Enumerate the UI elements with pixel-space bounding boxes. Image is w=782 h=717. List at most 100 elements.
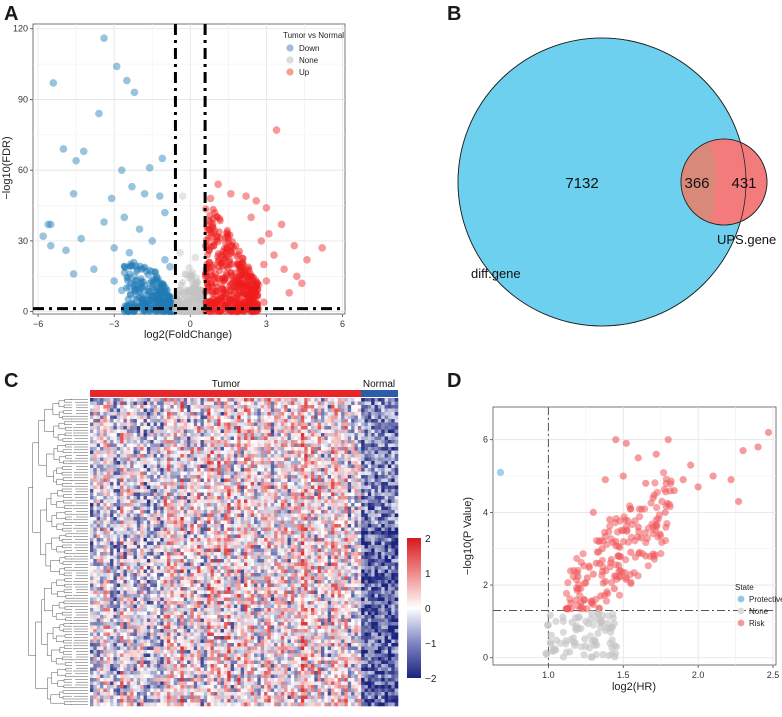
heatmap-cell	[136, 611, 141, 616]
heatmap-cell	[143, 576, 148, 581]
heatmap-cell	[217, 615, 221, 619]
heatmap-cell	[133, 692, 138, 696]
heatmap-cell	[116, 510, 121, 514]
heatmap-cell	[103, 639, 108, 644]
heatmap-cell	[160, 447, 164, 451]
heatmap-cell	[140, 419, 144, 423]
heatmap-cell	[163, 639, 168, 644]
heatmap-cell	[160, 678, 164, 682]
heatmap-cell	[190, 674, 195, 679]
heatmap-cell	[183, 625, 188, 630]
heatmap-cell	[187, 573, 191, 577]
heatmap-cell	[160, 436, 164, 441]
heatmap-cell	[113, 398, 118, 402]
heatmap-cell	[150, 664, 154, 668]
heatmap-cell	[133, 541, 138, 546]
heatmap-cell	[180, 433, 185, 437]
heatmap-cell	[153, 678, 158, 682]
heatmap-cell	[187, 461, 191, 465]
heatmap-cell	[180, 597, 185, 602]
heatmap-cell	[130, 457, 134, 462]
heatmap-cell	[146, 667, 151, 672]
heatmap-cell	[110, 562, 114, 567]
heatmap-cell	[140, 587, 144, 591]
heatmap-cell	[90, 527, 94, 532]
heatmap-cell	[197, 541, 201, 546]
heatmap-cell	[217, 583, 221, 588]
heatmap-cell	[110, 398, 114, 402]
heatmap-cell	[160, 450, 164, 455]
heatmap-cell	[156, 660, 161, 665]
heatmap-cell	[156, 412, 161, 416]
heatmap-cell	[150, 625, 154, 630]
heatmap-cell	[133, 615, 138, 619]
data-point-down	[112, 62, 121, 71]
heatmap-cell	[167, 429, 171, 434]
heatmap-cell	[96, 429, 101, 434]
heatmap-cell	[200, 447, 205, 451]
heatmap-cell	[183, 510, 188, 514]
heatmap-cell	[100, 678, 104, 682]
heatmap-cell	[106, 517, 111, 521]
heatmap-cell	[146, 524, 151, 528]
heatmap-cell	[156, 688, 161, 693]
heatmap-cell	[110, 454, 114, 458]
heatmap-cell	[103, 499, 108, 504]
heatmap-cell	[183, 688, 188, 693]
heatmap-cell	[113, 590, 118, 595]
heatmap-cell	[193, 587, 198, 591]
heatmap-cell	[123, 685, 128, 689]
heatmap-cell	[113, 552, 118, 556]
heatmap-cell	[177, 699, 181, 703]
heatmap-cell	[190, 433, 195, 437]
heatmap-cell	[103, 590, 108, 595]
heatmap-cell	[113, 422, 118, 427]
heatmap-cell	[126, 510, 131, 514]
heatmap-cell	[96, 562, 101, 567]
heatmap-cell	[167, 482, 171, 486]
heatmap-cell	[220, 503, 225, 507]
heatmap-cell	[193, 548, 198, 553]
heatmap-cell	[207, 478, 211, 483]
heatmap-cell	[133, 594, 138, 598]
heatmap-cell	[150, 569, 154, 574]
heatmap-cell	[110, 667, 114, 672]
heatmap-cell	[167, 580, 171, 584]
heatmap-cell	[106, 478, 111, 483]
heatmap-cell	[96, 450, 101, 455]
heatmap-cell	[220, 520, 225, 525]
heatmap-cell	[150, 436, 154, 441]
heatmap-cell	[150, 692, 154, 696]
heatmap-cell	[90, 443, 94, 448]
heatmap-cell	[146, 601, 151, 605]
heatmap-cell	[183, 482, 188, 486]
heatmap-cell	[193, 499, 198, 504]
heatmap-cell	[126, 681, 131, 686]
heatmap-cell	[90, 569, 94, 574]
heatmap-cell	[156, 674, 161, 679]
heatmap-cell	[203, 499, 208, 504]
heatmap-cell	[180, 657, 185, 661]
heatmap-cell	[207, 590, 211, 595]
heatmap-cell	[150, 688, 154, 693]
heatmap-cell	[113, 583, 118, 588]
heatmap-cell	[130, 594, 134, 598]
heatmap-cell	[180, 566, 185, 570]
heatmap-cell	[113, 678, 118, 682]
heatmap-cell	[146, 517, 151, 521]
heatmap-cell	[200, 604, 205, 609]
heatmap-cell	[207, 450, 211, 455]
heatmap-cell	[130, 496, 134, 500]
data-point-up	[298, 279, 306, 288]
heatmap-cell	[143, 527, 148, 532]
heatmap-cell	[210, 671, 215, 675]
heatmap-cell	[90, 625, 94, 630]
heatmap-cell	[170, 566, 174, 570]
heatmap-cell	[213, 569, 218, 574]
heatmap-cell	[143, 674, 148, 679]
heatmap-cell	[170, 506, 174, 511]
heatmap-cell	[113, 569, 118, 574]
heatmap-cell	[173, 664, 178, 668]
heatmap-cell	[126, 608, 131, 612]
data-point-up	[210, 242, 218, 250]
